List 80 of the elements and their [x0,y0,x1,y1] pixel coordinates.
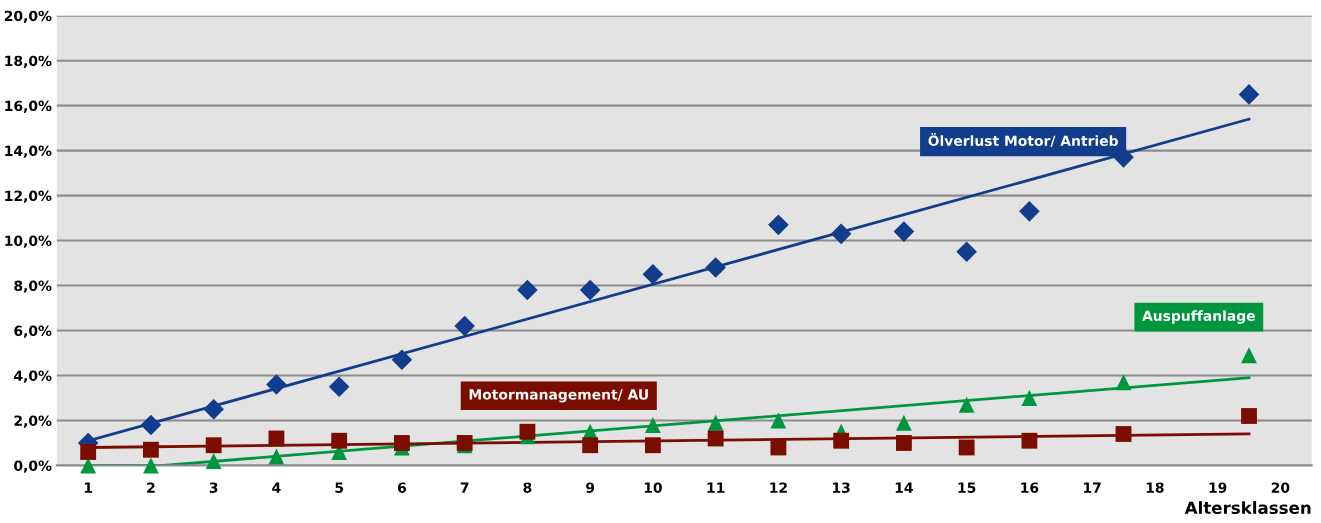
point [80,457,97,474]
series-label: Auspuffanlage [1142,310,1255,324]
point [893,221,915,242]
point [205,453,222,469]
point [328,376,350,398]
point [644,417,661,433]
point [517,279,538,301]
point [143,441,159,458]
point [770,439,787,456]
point [895,414,912,431]
x-tick-label: 4 [272,482,281,493]
x-tick-label: 5 [335,482,344,493]
point [705,257,726,278]
text: Motormanagement/ AU [469,389,648,403]
y-tick-label: 18,0% [5,55,52,68]
point [266,374,287,395]
point [268,448,285,465]
x-tick-label: 8 [523,482,532,493]
point [707,414,724,431]
point [203,398,224,420]
x-tick-label: 2 [147,482,155,493]
point [205,437,222,454]
point [833,432,850,449]
point [644,437,661,454]
series-label: Ölverlust Motor/ Antrieb [928,132,1118,148]
x-tick-label: 18 [1146,482,1164,493]
x-tick-label: 3 [209,482,218,493]
point [1019,201,1040,222]
point [394,435,410,451]
point [519,423,536,440]
x-tick-label: 20 [1271,482,1290,493]
point [770,412,787,429]
y-tick-label: 16,0% [5,100,52,113]
x-tick-label: 9 [586,482,595,493]
point [642,264,664,285]
x-tick-label: 15 [958,482,976,493]
x-tick-label: 19 [1209,482,1227,493]
point [140,414,162,436]
point [268,430,285,447]
x-tick-label: 12 [770,482,787,493]
x-tick-label: 13 [833,482,850,493]
point [956,241,977,263]
x-tick-label: 16 [1021,482,1039,493]
x-tick-label: 10 [644,482,662,493]
y-tick-label: 4,0% [14,370,52,383]
y-tick-label: 8,0% [14,280,52,293]
y-tick-label: 20,0% [4,10,52,23]
y-tick-label: 10,0% [5,235,52,248]
point [331,432,348,449]
point [80,444,97,460]
y-tick-label: 6,0% [14,325,52,338]
y-tick-label: 14,0% [5,145,52,158]
x-tick-label: 11 [707,482,725,493]
x-tick-label: 6 [397,482,406,493]
x-tick-label: 14 [895,482,913,493]
point [582,437,599,454]
point [830,223,852,245]
point [1238,84,1260,105]
point [143,457,159,474]
point [895,435,912,451]
point [579,279,601,301]
y-tick-label: 2,0% [14,415,52,428]
x-tick-label: 17 [1084,482,1101,493]
point [454,315,475,337]
point [1241,408,1257,424]
point [1115,426,1132,442]
point [391,349,413,371]
point [768,214,789,236]
point [1021,432,1038,449]
x-tick-label: 1 [84,482,93,493]
y-tick-label: 0,0% [14,460,52,473]
point [1021,390,1038,406]
point [1115,374,1132,391]
x-tick-label: 7 [460,482,469,493]
point [958,396,975,413]
x-axis-title: Altersklassen [1184,501,1311,515]
y-tick-label: 12,0% [5,190,52,203]
point [707,430,724,447]
point [1241,347,1257,364]
point [958,439,975,456]
